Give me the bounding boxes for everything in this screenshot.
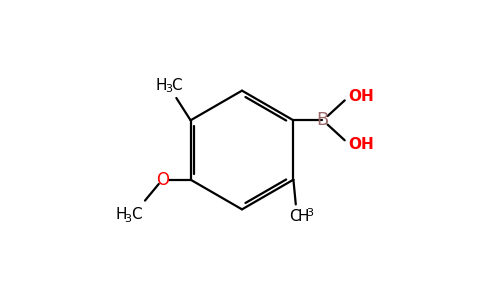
Text: C: C: [171, 78, 182, 93]
Text: OH: OH: [348, 88, 374, 104]
Text: 3: 3: [124, 214, 132, 224]
Text: B: B: [317, 111, 329, 129]
Text: OH: OH: [348, 137, 374, 152]
Text: C: C: [288, 209, 299, 224]
Text: 3: 3: [306, 208, 313, 218]
Text: C: C: [131, 207, 141, 222]
Text: O: O: [156, 171, 169, 189]
Text: 3: 3: [165, 84, 172, 94]
Text: H: H: [297, 209, 309, 224]
Text: H: H: [156, 78, 167, 93]
Text: H: H: [116, 207, 127, 222]
